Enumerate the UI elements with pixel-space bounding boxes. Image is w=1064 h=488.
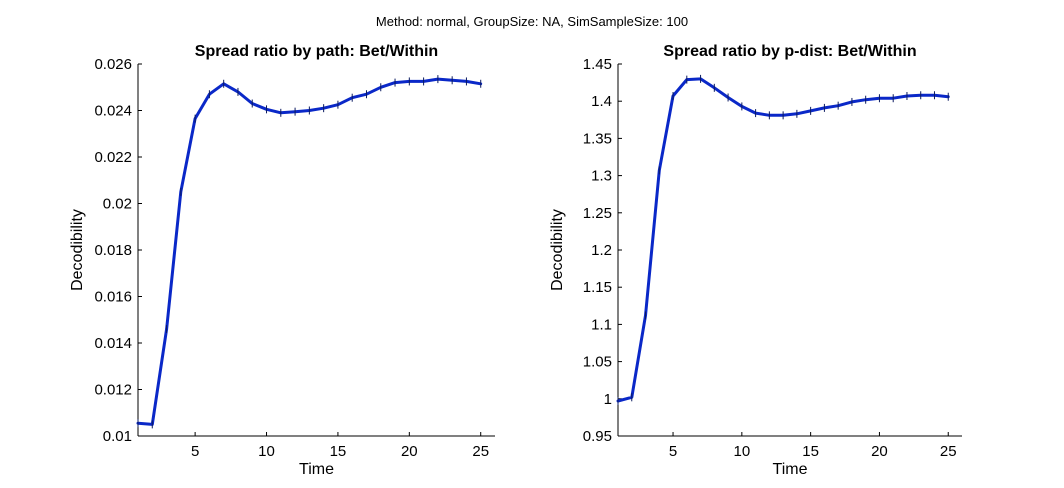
- chart-2: 5 10 15 20 25 0.95 1 1.05 1.1 1.15 1.2 1.25 1.3 1.35 1…: [549, 43, 962, 478]
- x-tick-label: 20: [871, 443, 888, 460]
- y-tick-label: 1.45: [583, 56, 612, 73]
- x-tick-label: 10: [258, 443, 275, 460]
- figure-suptitle: Method: normal, GroupSize: NA, SimSample…: [375, 14, 689, 29]
- x-tick-label: 25: [472, 443, 489, 460]
- chart-title: Spread ratio by p-dist: Bet/Within: [663, 43, 916, 60]
- y-tick-label: 1.3: [591, 168, 612, 185]
- y-tick-label: 1.2: [591, 242, 612, 259]
- chart-1: 5 10 15 20 25 0.01 0.012 0.014 0.016 0.018 0.02 0.0…: [69, 43, 495, 478]
- x-tick-label: 5: [191, 443, 199, 460]
- y-tick-label: 1.35: [583, 130, 612, 147]
- x-tick-label: 10: [733, 443, 750, 460]
- series-line: [616, 77, 950, 403]
- y-tick-label: 0.024: [94, 103, 132, 120]
- chart-title: Spread ratio by path: Bet/Within: [195, 43, 438, 60]
- y-axis-label: Decodibility: [549, 209, 566, 291]
- y-tick-label: 0.014: [94, 335, 132, 352]
- x-axis-label: Time: [299, 461, 334, 478]
- y-axis-label: Decodibility: [69, 209, 86, 291]
- y-tick-label: 0.01: [103, 428, 132, 445]
- x-tick-label: 15: [802, 443, 819, 460]
- y-tick-label: 1.25: [583, 205, 612, 222]
- y-tick-label: 0.016: [94, 289, 132, 306]
- y-tick-label: 0.022: [94, 149, 132, 166]
- x-tick-label: 20: [401, 443, 418, 460]
- y-tick-label: 1.15: [583, 279, 612, 296]
- x-axis-label: Time: [773, 461, 808, 478]
- y-tick-label: 0.012: [94, 382, 132, 399]
- y-tick-label: 0.026: [94, 56, 132, 73]
- y-tick-label: 1.05: [583, 354, 612, 371]
- y-tick-label: 0.95: [583, 428, 612, 445]
- x-tick-label: 5: [669, 443, 677, 460]
- y-tick-label: 1.1: [591, 316, 612, 333]
- y-tick-label: 1: [604, 391, 612, 408]
- series-line: [136, 77, 483, 426]
- y-tick-label: 1.4: [591, 93, 612, 110]
- x-tick-label: 25: [940, 443, 957, 460]
- y-tick-label: 0.018: [94, 242, 132, 259]
- y-tick-label: 0.02: [103, 196, 132, 213]
- x-tick-label: 15: [330, 443, 347, 460]
